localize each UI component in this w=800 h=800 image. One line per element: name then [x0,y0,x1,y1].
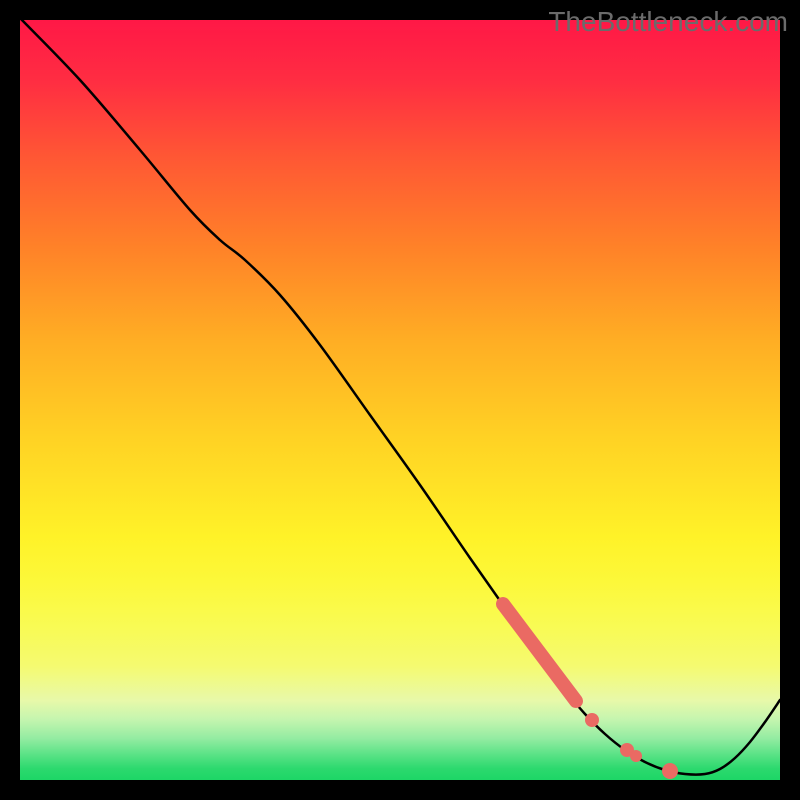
chart-container: TheBottleneck.com [0,0,800,800]
plot-area [20,20,780,780]
watermark-text: TheBottleneck.com [548,6,788,38]
highlight-dot [585,713,599,727]
highlight-dot [662,763,678,779]
curve-layer [20,20,780,780]
highlight-segment [503,604,576,701]
highlight-dot [630,750,642,762]
highlight-markers [503,604,678,779]
bottleneck-curve [20,20,780,775]
